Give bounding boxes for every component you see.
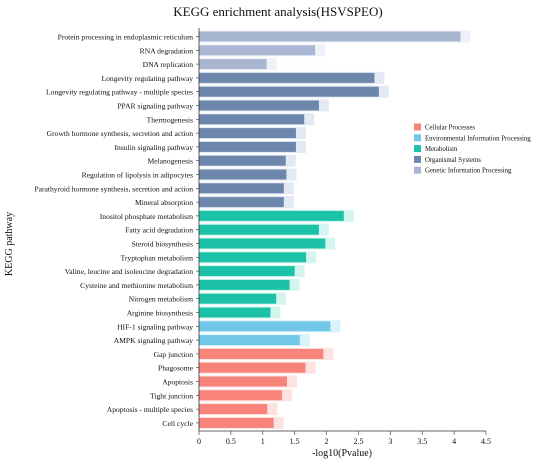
x-tick-label: 2.5 [353, 437, 363, 446]
bar [199, 72, 375, 83]
legend-swatch [414, 155, 421, 163]
category-label: Apoptosis [162, 378, 193, 387]
bar [199, 210, 344, 221]
bar [199, 390, 282, 401]
bar [199, 307, 271, 318]
bar [199, 224, 319, 235]
bar [199, 100, 319, 111]
bar [199, 45, 316, 56]
legend-swatch [414, 123, 421, 131]
category-label: DNA replication [143, 60, 194, 69]
legend-swatch [414, 145, 421, 153]
x-tick-label: 1.5 [290, 437, 300, 446]
bar [199, 348, 324, 359]
category-label: RNA degradation [140, 46, 194, 55]
category-label: Melanogenesis [147, 157, 193, 166]
category-label: Arginine biosynthesis [127, 309, 193, 318]
category-label: Gap junction [154, 350, 194, 359]
x-tick-label: 0.5 [226, 437, 236, 446]
legend-label: Cellular Processes [425, 125, 475, 132]
legend-swatch [414, 134, 421, 142]
category-label: Growth hormone synthesis, secretion and … [47, 129, 194, 138]
bar [199, 293, 277, 304]
category-label: Protein processing in endoplasmic reticu… [58, 33, 193, 42]
bar [199, 141, 296, 152]
legend: Cellular Processes Environmental Informat… [414, 123, 531, 175]
x-axis-label: -log10(Pvalue) [312, 448, 372, 459]
x-axis: 0 0.5 1 1.5 2 2.5 3 3.5 4 4.5 [197, 430, 491, 446]
legend-label: Organismal Systems [425, 157, 481, 164]
x-tick-label: 2 [325, 437, 329, 446]
category-label: Tryptophan metabolism [121, 253, 194, 262]
bar [199, 362, 306, 373]
bar [199, 404, 268, 415]
bar [199, 128, 296, 139]
bar [199, 31, 461, 42]
x-tick-label: 3.5 [417, 437, 427, 446]
bar [199, 197, 284, 208]
category-label: Parathyroid hormone synthesis, secretion… [34, 184, 193, 193]
bar [199, 169, 287, 180]
category-label: Valine, leucine and isoleucine degradati… [65, 267, 194, 276]
chart-title: KEGG enrichment analysis(HSVSPEO) [173, 4, 382, 19]
category-label: Fatty acid degradation [125, 226, 193, 235]
bar [199, 183, 284, 194]
category-label: Tight junction [150, 391, 193, 400]
bar [199, 252, 307, 263]
legend-label: Genetic Information Processing [425, 168, 512, 175]
x-tick-label: 1 [261, 437, 265, 446]
legend-label: Environmental Information Processing [425, 135, 531, 142]
category-label: Thermogenesis [147, 115, 193, 124]
legend-swatch [414, 166, 421, 174]
category-label: Cell cycle [162, 419, 193, 428]
y-axis-label: KEGG pathway [4, 212, 15, 276]
bar [199, 59, 267, 70]
bar [199, 321, 331, 332]
category-label: Steroid biosynthesis [132, 240, 193, 249]
x-tick-label: 4.5 [481, 437, 491, 446]
category-label: HIF-1 signaling pathway [117, 322, 193, 331]
bar [199, 86, 379, 97]
category-label: Inositol phosphate metabolism [100, 212, 193, 221]
category-label: Regulation of lipolysis in adipocytes [82, 171, 193, 180]
bar [199, 266, 295, 277]
bar [199, 376, 288, 387]
bar [199, 155, 286, 166]
category-label: Mineral absorption [135, 198, 193, 207]
bar [199, 238, 326, 249]
category-label: Insulin signaling pathway [115, 143, 194, 152]
bar [199, 114, 305, 125]
x-tick-label: 3 [388, 437, 392, 446]
bar [199, 335, 300, 346]
category-labels: Protein processing in endoplasmic reticu… [34, 33, 199, 428]
category-label: Apoptosis - multiple species [107, 405, 193, 414]
bar [199, 279, 290, 290]
category-label: AMPK signaling pathway [114, 336, 194, 345]
category-label: Longevity regulating pathway [101, 74, 193, 83]
x-tick-label: 4 [452, 437, 456, 446]
category-label: Longevity regulating pathway - multiple … [46, 88, 193, 97]
category-label: PPAR signaling pathway [117, 102, 193, 111]
bar [199, 417, 274, 428]
category-label: Nitrogen metabolism [129, 295, 193, 304]
category-label: Phagosome [158, 364, 194, 373]
x-tick-label: 0 [197, 437, 201, 446]
category-label: Cysteine and methionine metabolism [80, 281, 193, 290]
legend-label: Metabolism [425, 146, 458, 153]
bars-group [199, 30, 471, 429]
